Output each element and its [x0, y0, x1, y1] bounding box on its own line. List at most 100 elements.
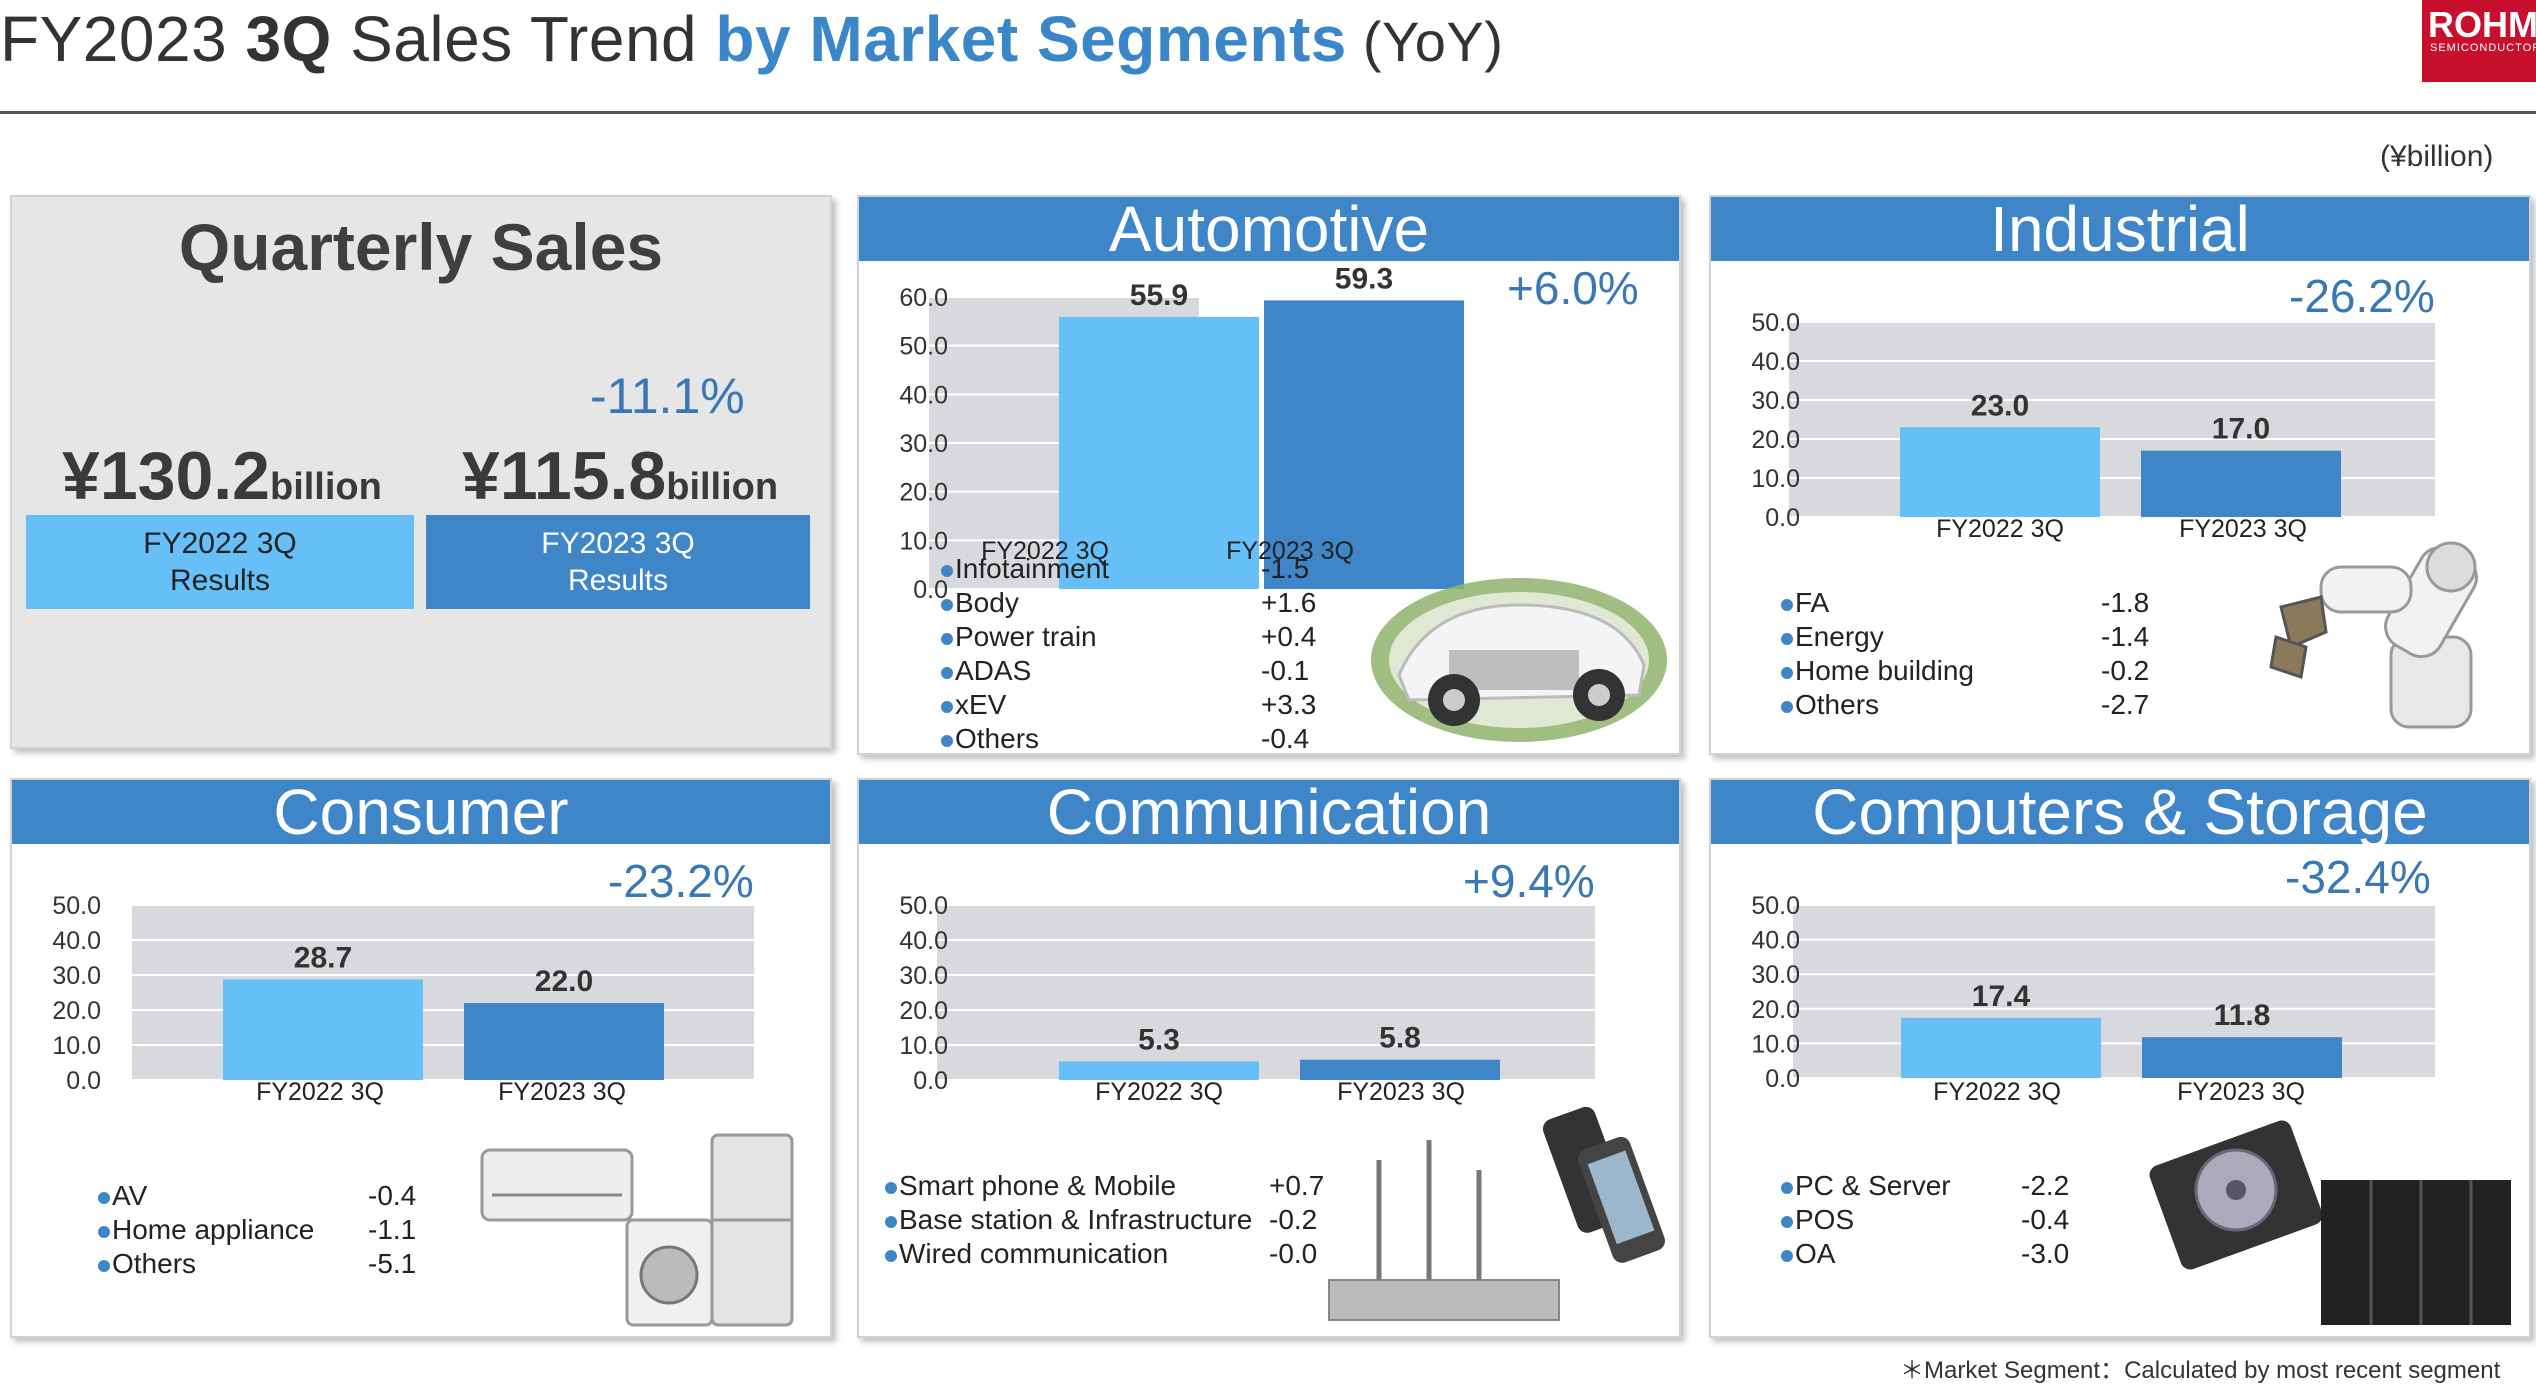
y-tick-label: 20.0: [1751, 996, 1800, 1024]
x-category-label: FY2022 3Q: [1933, 1078, 2061, 1106]
segment-item-value: -3.0: [2021, 1238, 2070, 1269]
title-sales-trend: Sales Trend: [331, 3, 716, 75]
segment-item: OA -3.0: [1781, 1238, 2101, 1272]
rohm-logo: ROHM SEMICONDUCTOR: [2422, 0, 2536, 82]
bullet-dot-icon: [1781, 1216, 1793, 1228]
segment-item: Others -5.1: [98, 1248, 458, 1282]
bullet-dot-icon: [98, 1226, 110, 1238]
smartphones-base-station-image: [1328, 1106, 1666, 1321]
bullet-dot-icon: [1781, 1250, 1793, 1262]
segment-item-value: -1.8: [2101, 587, 2150, 618]
segment-item-value: -0.2: [2101, 655, 2150, 686]
segment-item: Wired communication -0.0: [885, 1238, 1345, 1272]
segment-item-name: Smart phone & Mobile: [899, 1170, 1177, 1201]
x-category-label: FY2022 3Q: [256, 1078, 384, 1106]
y-tick-label: 50.0: [899, 892, 948, 920]
bullet-dot-icon: [941, 667, 953, 679]
y-tick-label: 0.0: [1765, 1065, 1800, 1093]
bullet-dot-icon: [1781, 701, 1793, 713]
industrial-items: FA -1.8 Energy -1.4 Home building -0.2 Others -…: [1781, 587, 2161, 723]
y-tick-label: 40.0: [1751, 348, 1800, 376]
bar-value-label: 17.0: [2212, 413, 2270, 446]
segment-item-name: Home appliance: [112, 1214, 315, 1245]
segment-item: Smart phone & Mobile +0.7: [885, 1170, 1345, 1204]
segment-item-value: +1.6: [1261, 587, 1317, 618]
segment-item-name: xEV: [955, 689, 1007, 720]
segment-item-value: -0.4: [2021, 1204, 2070, 1235]
bar-value-label: 11.8: [2214, 999, 2271, 1032]
y-tick-label: 40.0: [52, 927, 101, 955]
consumer-panel: Consumer 0.0 10.0 20.0 30.0 40.0 50.0 28.7 22.0…: [10, 778, 832, 1338]
y-tick-label: 20.0: [52, 997, 101, 1025]
bar-value-label: 5.3: [1138, 1023, 1180, 1056]
y-tick-label: 20.0: [1751, 426, 1800, 454]
bullet-dot-icon: [1781, 599, 1793, 611]
segment-item: Base station & Infrastructure -0.2: [885, 1204, 1345, 1238]
hdd-server-image: [2149, 1120, 2511, 1325]
communication-title: Communication: [859, 780, 1679, 844]
bar-value-label: 55.9: [1130, 279, 1188, 312]
industrial-panel: Industrial 0.0 10.0 20.0 30.0 40.0 50.0 23.0 17…: [1709, 195, 2531, 755]
segment-item-name: Home building: [1795, 655, 1974, 686]
segment-item-value: +0.7: [1269, 1170, 1325, 1201]
segment-item: Home appliance -1.1: [98, 1214, 458, 1248]
segment-item-value: -1.5: [1261, 553, 1310, 584]
y-tick-label: 0.0: [66, 1067, 101, 1095]
y-tick-label: 30.0: [1751, 387, 1800, 415]
automotive-panel: Automotive 0.0 10.0 20.0 30.0 40.0 50.0 60.0 55…: [857, 195, 1681, 755]
consumer-change: -23.2%: [608, 855, 754, 907]
industrial-chart: 0.0 10.0 20.0 30.0 40.0 50.0 23.0 17.0 FY2022 3Q…: [1751, 309, 2435, 543]
segment-item-value: -0.4: [368, 1180, 417, 1211]
curr-amount-value: ¥115.8: [462, 438, 667, 514]
segment-item: PC & Server -2.2: [1781, 1170, 2101, 1204]
quarterly-change: -11.1%: [590, 368, 745, 424]
bar-value-label: 22.0: [535, 965, 593, 998]
curr-results-sublabel: Results: [567, 564, 669, 597]
industrial-title: Industrial: [1711, 197, 2529, 261]
home-appliances-image: [480, 1133, 794, 1327]
segment-item-value: -2.2: [2021, 1170, 2070, 1201]
y-tick-label: 0.0: [913, 1067, 948, 1095]
segment-item: Infotainment -1.5: [941, 553, 1321, 587]
segment-item: ADAS -0.1: [941, 655, 1321, 689]
y-tick-label: 30.0: [52, 962, 101, 990]
page-title: FY2023 3Q Sales Trend by Market Segments…: [0, 2, 1503, 76]
segment-item-name: ADAS: [955, 655, 1032, 686]
car-chassis-image: [1371, 578, 1667, 742]
x-category-label: FY2022 3Q: [1936, 515, 2064, 543]
automotive-items: Infotainment -1.5 Body +1.6 Power train +0.4 A…: [941, 553, 1321, 757]
x-category-label: FY2023 3Q: [2179, 515, 2307, 543]
communication-chart: 0.0 10.0 20.0 30.0 40.0 50.0 5.3 5.8 FY2022 3Q FY…: [899, 892, 1595, 1106]
computers-storage-items: PC & Server -2.2 POS -0.4 OA -3.0: [1781, 1170, 2101, 1272]
segment-item-value: -2.7: [2101, 689, 2150, 720]
consumer-title: Consumer: [12, 780, 830, 844]
y-tick-label: 0.0: [1765, 504, 1800, 532]
bar: [1059, 1061, 1259, 1080]
bar: [1059, 316, 1259, 589]
segment-item: Body +1.6: [941, 587, 1321, 621]
y-tick-label: 40.0: [899, 381, 948, 409]
bullet-dot-icon: [1781, 1182, 1793, 1194]
bar: [1900, 427, 2100, 517]
segment-item-name: Energy: [1795, 621, 1884, 652]
bar: [2141, 450, 2341, 517]
y-tick-label: 50.0: [899, 333, 948, 361]
title-yoy: (YoY): [1346, 10, 1504, 73]
segment-item: Home building -0.2: [1781, 655, 2161, 689]
bullet-dot-icon: [885, 1182, 897, 1194]
segment-item: Energy -1.4: [1781, 621, 2161, 655]
bullet-dot-icon: [1781, 667, 1793, 679]
segment-item-name: Power train: [955, 621, 1097, 652]
footnote: ＊Market Segment：Calculated by most recen…: [1900, 1357, 2501, 1384]
segment-item-name: Infotainment: [955, 553, 1110, 584]
bullet-dot-icon: [941, 735, 953, 747]
computers-storage-title: Computers & Storage: [1711, 780, 2529, 844]
x-category-label: FY2023 3Q: [1337, 1078, 1465, 1106]
y-tick-label: 30.0: [899, 962, 948, 990]
segment-item-value: -0.0: [1269, 1238, 1318, 1269]
y-tick-label: 40.0: [899, 927, 948, 955]
bullet-dot-icon: [941, 565, 953, 577]
bar: [2142, 1037, 2342, 1078]
logo-subtext: SEMICONDUCTOR: [2430, 42, 2536, 54]
quarterly-sales-panel: Quarterly Sales -11.1% ¥130.2billion ¥11…: [10, 195, 832, 749]
